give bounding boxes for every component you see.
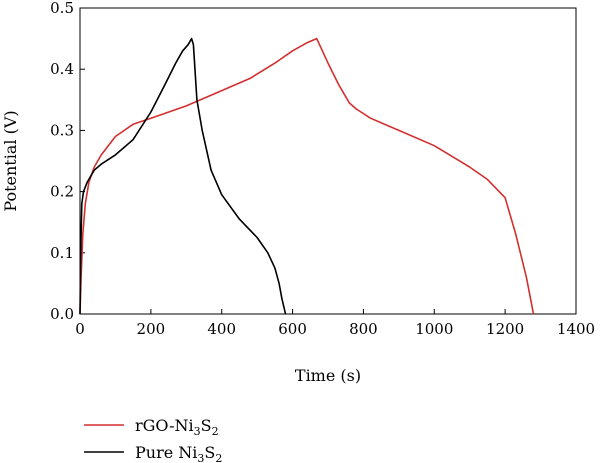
y-axis-ticks: 0.0 0.1 0.2 0.3 0.4 0.5 [50, 0, 85, 323]
x-tick-label: 0 [75, 320, 85, 338]
y-tick-label: 0.4 [50, 60, 74, 78]
x-tick-label: 1200 [486, 320, 524, 338]
legend-label-pure-ni3s2: Pure Ni3S2 [135, 443, 222, 463]
x-axis-ticks: 0 200 400 600 800 1000 1200 1400 [75, 309, 595, 338]
legend-label-rgo-ni3s2: rGO-Ni3S2 [135, 416, 219, 438]
legend: rGO-Ni3S2 Pure Ni3S2 [84, 416, 222, 463]
x-tick-label: 400 [207, 320, 236, 338]
x-axis-label: Time (s) [295, 366, 361, 385]
series-line-rgo-ni3s2 [79, 37, 535, 315]
x-tick-label: 1400 [557, 320, 595, 338]
x-tick-label: 1000 [415, 320, 453, 338]
x-tick-label: 200 [137, 320, 166, 338]
y-tick-label: 0.1 [50, 244, 74, 262]
y-tick-label: 0.2 [50, 183, 74, 201]
y-tick-label: 0.0 [50, 305, 74, 323]
y-axis-label: Potential (V) [1, 110, 20, 211]
series-line-pure-ni3s2 [79, 37, 287, 315]
y-tick-label: 0.5 [50, 0, 74, 17]
plot-area-frame [79, 7, 577, 315]
series-layer [79, 37, 535, 315]
y-tick-label: 0.3 [50, 121, 74, 139]
x-tick-label: 800 [349, 320, 378, 338]
x-tick-label: 600 [278, 320, 307, 338]
